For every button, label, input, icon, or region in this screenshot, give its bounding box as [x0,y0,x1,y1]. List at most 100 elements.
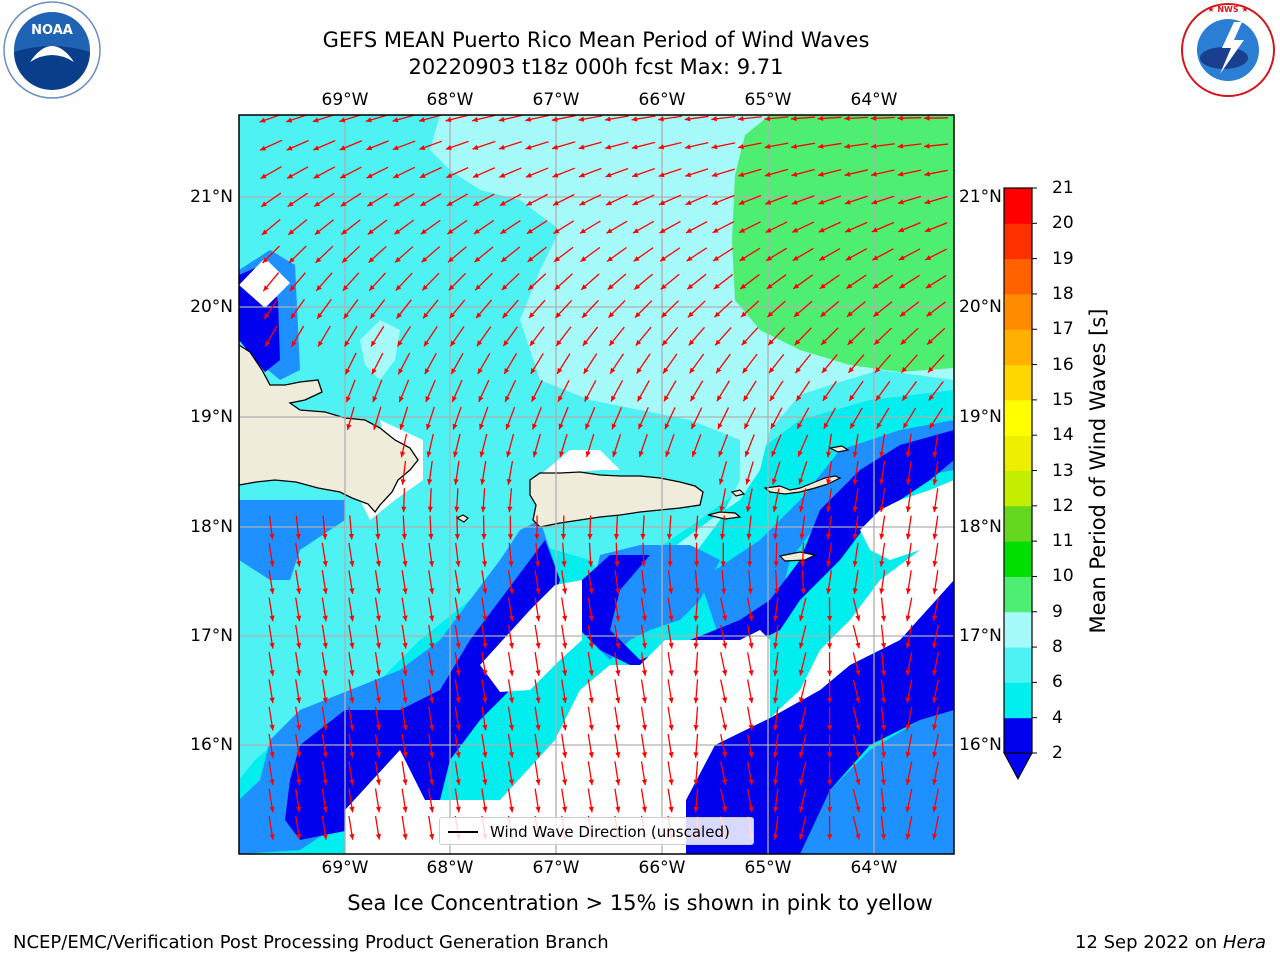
wave-arrow-head [748,642,754,649]
wave-arrow-head [482,806,488,813]
wave-arrow-head [296,752,302,758]
wave-arrow-head [879,560,885,567]
wave-arrow-head [925,283,932,289]
wave-arrow-head [585,423,591,430]
wave-arrow-head [714,311,721,318]
wave-arrow-head [585,451,591,458]
lat-label-left-16n: 16°N [190,735,233,755]
lat-label-left-18n: 18°N [190,517,233,537]
wave-arrow-head [506,451,512,458]
wave-arrow-head [578,172,585,178]
wave-arrow-head [423,340,430,347]
wave-arrow-head [739,227,746,233]
wave-arrow-head [368,257,375,263]
wave-arrow-head [791,171,798,177]
wave-arrow-head [685,172,692,178]
wave-arrow-head [318,340,324,347]
field-2-4s-center [580,430,954,665]
wave-arrow-head [474,256,481,263]
wave-arrow-head [429,642,435,649]
wave-arrow-head [770,422,776,429]
wave-arrow-head [748,724,754,731]
wave-arrow-head [535,752,541,758]
wave-arrow-head [429,670,435,676]
wave-arrow-head [855,642,861,649]
wave-arrow-head [481,561,488,567]
wave-arrow-head [424,368,430,375]
wave-arrow-head [640,533,646,540]
field-2-4s-south [285,540,560,840]
wave-arrow-head [905,451,911,458]
wave-arrow-head [313,145,320,151]
wave-arrow-head [261,229,268,235]
colorbar-segment [1004,682,1032,719]
wave-arrow-head [772,670,779,676]
land-mona-island [455,514,469,523]
wave-arrow-head [367,229,374,235]
map-legend: Wind Wave Direction (unscaled) [439,817,754,845]
wave-arrow-head [827,752,833,758]
wave-arrow-head [535,779,541,786]
wave-arrow-head [527,256,534,262]
wave-arrow-head [365,117,372,123]
wave-arrow-head [817,115,824,122]
wave-arrow-head [398,368,404,375]
wave-arrow-head [455,615,461,622]
wave-arrow-head [552,200,559,206]
wave-arrow-head [823,422,829,429]
wave-arrow-head [874,366,881,373]
wave-arrow-head [691,450,697,457]
wave-arrow-head [798,697,804,703]
wave-arrow-head [611,395,616,402]
wave-arrow-head [508,697,515,704]
wave-arrow-head [448,256,454,263]
wave-arrow-head [508,752,515,758]
wave-arrow-head [791,143,797,149]
colorbar-tick-label: 2 [1052,743,1063,763]
wave-arrow-head [905,479,911,485]
wave-arrow-head [880,615,887,622]
wave-arrow-head [898,255,905,261]
wave-arrow-head [402,615,408,622]
wave-arrow-head [313,173,320,179]
wave-arrow-head [556,340,562,346]
wave-arrow-head [798,669,804,676]
map-frame [238,114,955,855]
wave-arrow-head [641,615,648,622]
wave-arrow-head [772,752,779,758]
wave-arrow-head [774,588,780,595]
wave-arrow-head [798,833,804,840]
wave-arrow-head [555,312,562,318]
wave-arrow-head [508,588,515,594]
wave-arrow-head [473,200,480,206]
wave-arrow-head [375,833,382,840]
wave-arrow-head [529,340,536,347]
wave-arrow-head [554,256,560,262]
wave-arrow-head [562,752,568,758]
wave-arrow-head [905,833,911,840]
wave-arrow-head [687,311,694,318]
wave-arrow-head [713,255,720,261]
colorbar-segment [1004,435,1032,471]
wave-arrow-head [819,283,826,289]
wave-arrow-head [480,478,486,485]
wave-arrow-head [855,615,861,622]
wave-arrow-head [900,338,907,345]
wave-arrow-head [659,200,666,205]
wave-arrow-head [535,806,541,813]
wave-arrow-head [551,116,558,122]
wave-arrow-head [349,806,355,813]
wave-arrow-head [260,145,267,151]
wave-arrow-head [897,115,903,121]
field-2-4s-southeast [686,580,954,854]
wave-arrow-head [296,642,302,649]
wave-arrow-head [402,752,408,758]
wave-arrow-head [349,724,355,731]
wave-arrow-head [879,533,885,540]
wave-arrow-head [402,670,408,676]
wave-arrow-head [827,725,833,731]
wave-arrow-head [932,806,938,813]
wave-arrow-head [722,697,728,704]
wave-arrow-head [269,752,275,758]
wave-arrow-head [453,451,459,458]
